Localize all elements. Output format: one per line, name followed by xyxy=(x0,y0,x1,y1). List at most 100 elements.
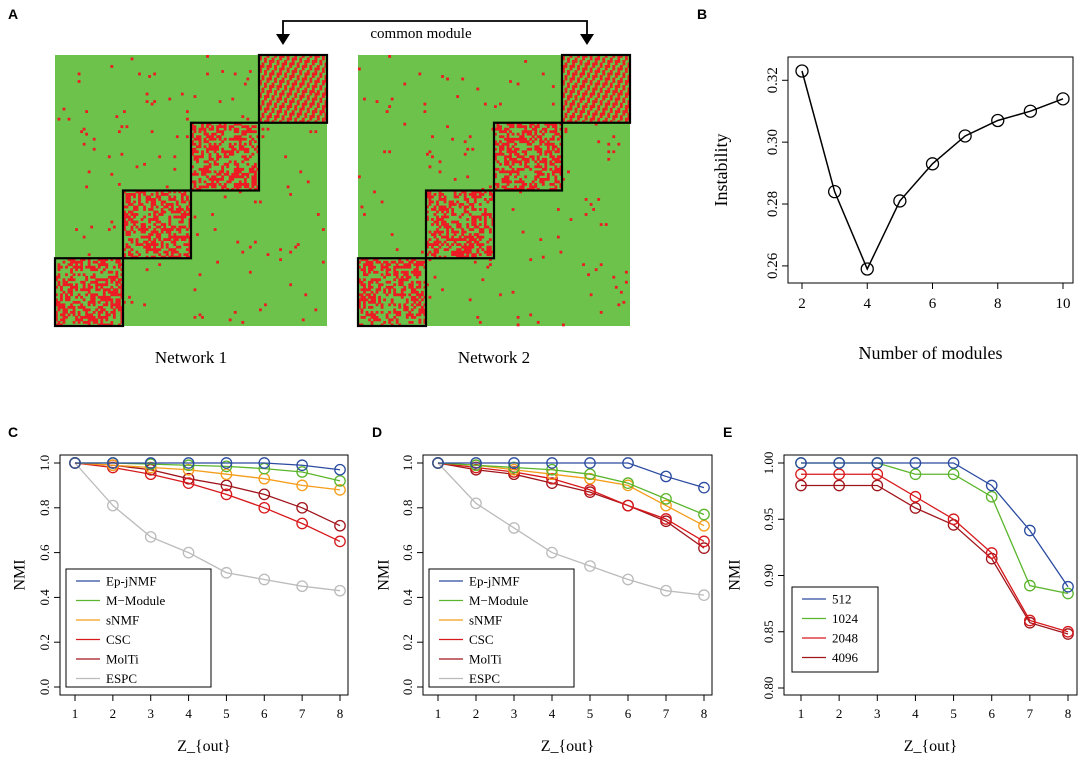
edge-cell xyxy=(433,253,437,257)
edge-cell xyxy=(509,140,512,144)
edge-cell xyxy=(112,313,116,317)
edge-cell xyxy=(405,308,409,312)
edge-cell xyxy=(231,172,235,176)
edge-cell xyxy=(269,115,272,119)
edge-cell xyxy=(617,80,621,83)
edge-cell xyxy=(316,67,320,71)
edge-cell xyxy=(627,62,631,66)
edge-cell xyxy=(97,300,101,304)
edge-cell xyxy=(388,263,392,267)
edge-cell xyxy=(243,177,247,181)
edge-cell xyxy=(226,170,230,174)
edge-cell xyxy=(556,137,560,141)
edge-cell xyxy=(301,117,305,121)
edge-cell xyxy=(256,167,260,171)
edge-cell xyxy=(125,193,129,196)
edge-cell xyxy=(541,160,545,164)
edge-cell xyxy=(453,190,457,194)
edge-cell xyxy=(208,135,212,139)
edge-cell xyxy=(556,132,560,136)
edge-cell xyxy=(133,193,136,196)
edge-cell xyxy=(582,72,585,76)
edge-cell xyxy=(168,198,172,201)
edge-cell xyxy=(405,263,409,267)
edge-cell xyxy=(175,208,179,211)
edge-cell xyxy=(261,135,265,139)
edge-cell xyxy=(193,157,197,161)
edge-cell xyxy=(584,105,588,108)
edge-cell xyxy=(607,72,611,76)
edge-cell xyxy=(478,208,482,211)
edge-cell xyxy=(55,323,58,327)
edge-cell xyxy=(130,213,134,216)
edge-cell xyxy=(536,157,540,161)
edge-cell xyxy=(193,172,197,176)
edge-cell xyxy=(524,165,528,169)
edge-cell xyxy=(191,150,194,154)
edge-cell xyxy=(55,318,58,322)
edge-cell xyxy=(619,102,623,106)
edge-cell xyxy=(607,65,611,68)
edge-cell xyxy=(193,180,197,184)
edge-cell xyxy=(82,142,86,146)
edge-cell xyxy=(155,205,159,209)
legend-label: M−Module xyxy=(469,593,529,608)
edge-cell xyxy=(218,172,222,176)
edge-cell xyxy=(120,285,124,289)
edge-cell xyxy=(476,225,480,229)
edge-cell xyxy=(511,208,515,211)
y-tick-label: 0.2 xyxy=(37,634,52,650)
edge-cell xyxy=(544,167,548,171)
edge-cell xyxy=(107,295,111,299)
edge-cell xyxy=(264,110,267,114)
edge-cell xyxy=(363,270,366,274)
edge-cell xyxy=(438,233,442,236)
edge-cell xyxy=(319,110,323,114)
edge-cell xyxy=(592,77,596,81)
edge-cell xyxy=(451,228,455,231)
edge-cell xyxy=(519,160,523,164)
edge-cell xyxy=(123,190,126,194)
edge-cell xyxy=(55,313,58,317)
edge-cell xyxy=(324,65,328,68)
edge-cell xyxy=(458,225,462,229)
edge-cell xyxy=(158,235,162,239)
edge-cell xyxy=(441,198,444,201)
edge-cell xyxy=(546,125,550,129)
edge-cell xyxy=(360,310,364,314)
edge-cell xyxy=(516,147,520,151)
edge-cell xyxy=(143,190,146,194)
edge-cell xyxy=(253,240,257,244)
edge-cell xyxy=(627,102,631,106)
edge-cell xyxy=(248,142,252,146)
edge-cell xyxy=(554,130,558,134)
edge-cell xyxy=(271,110,275,114)
edge-cell xyxy=(380,283,384,287)
module-frame xyxy=(257,53,329,124)
edge-cell xyxy=(403,263,407,267)
edge-cell xyxy=(130,220,134,224)
edge-cell xyxy=(150,218,154,221)
edge-cell xyxy=(556,150,560,154)
edge-cell xyxy=(358,298,361,302)
edge-cell xyxy=(539,147,543,151)
edge-cell xyxy=(453,250,457,254)
edge-cell xyxy=(423,265,427,269)
edge-cell xyxy=(577,65,580,68)
edge-cell xyxy=(321,95,325,98)
edge-cell xyxy=(110,258,114,262)
edge-cell xyxy=(410,295,414,299)
edge-cell xyxy=(466,223,470,226)
edge-cell xyxy=(198,185,202,189)
edge-cell xyxy=(206,125,209,129)
data-point: 2048: 0.86 xyxy=(1024,614,1036,627)
edge-cell xyxy=(393,273,397,277)
edge-cell xyxy=(143,205,146,209)
edge-cell xyxy=(541,140,545,144)
edge-cell xyxy=(117,323,121,327)
edge-cell xyxy=(321,107,325,111)
edge-cell xyxy=(614,285,618,289)
edge-cell xyxy=(148,233,152,236)
edge-cell xyxy=(544,152,548,156)
edge-cell xyxy=(117,300,121,304)
